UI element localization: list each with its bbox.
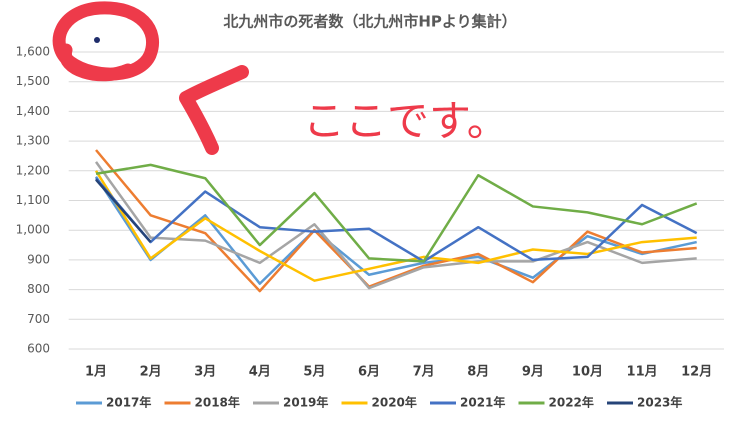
legend-label: 2018年 <box>195 395 240 410</box>
x-tick-label: 9月 <box>522 365 544 380</box>
y-tick-label: 1,500 <box>16 74 50 88</box>
y-tick-label: 700 <box>27 312 50 326</box>
chart-title: 北九州市の死者数（北九州市HPより集計） <box>223 13 516 31</box>
series-line <box>95 149 697 293</box>
arrow <box>179 65 249 155</box>
legend-label: 2019年 <box>283 395 328 410</box>
annotation-text: ここです。 <box>303 97 509 146</box>
circle-scribble <box>52 1 159 82</box>
legend-label: 2020年 <box>372 395 417 410</box>
y-tick-label: 1,100 <box>16 193 50 207</box>
x-tick-label: 7月 <box>413 365 435 380</box>
series-line <box>94 161 697 290</box>
y-tick-label: 1,000 <box>16 223 50 237</box>
x-tick-label: 10月 <box>572 365 603 380</box>
series-line <box>95 163 698 263</box>
x-tick-label: 3月 <box>194 365 216 380</box>
y-tick-label: 1,400 <box>16 104 50 118</box>
series-line <box>94 170 697 282</box>
series-line <box>95 177 698 263</box>
x-tick-label: 12月 <box>681 365 712 380</box>
dot <box>94 37 100 43</box>
x-tick-label: 4月 <box>249 365 271 380</box>
legend-label: 2017年 <box>106 395 151 410</box>
x-tick-label: 8月 <box>467 365 489 380</box>
x-tick-label: 5月 <box>303 365 325 380</box>
legend-label: 2023年 <box>637 395 682 410</box>
y-tick-label: 1,200 <box>16 163 50 177</box>
x-tick-label: 2月 <box>140 365 162 380</box>
series-line <box>95 178 152 243</box>
y-tick-label: 900 <box>27 252 50 266</box>
plot-area: 600 700 800 900 1,000 1,100 1,200 1,300 1,400 1,5… <box>16 45 724 410</box>
annotation: ここです。 <box>52 1 509 155</box>
y-tick-label: 600 <box>27 342 50 356</box>
y-tick-label: 1,600 <box>16 45 50 59</box>
legend-label: 2021年 <box>460 395 505 410</box>
x-tick-label: 6月 <box>358 365 380 380</box>
y-tick-label: 800 <box>27 282 50 296</box>
legend-label: 2022年 <box>549 395 594 410</box>
x-tick-label: 1月 <box>85 365 107 380</box>
x-tick-label: 11月 <box>627 365 658 380</box>
y-tick-label: 1,300 <box>16 134 50 148</box>
series-line <box>94 176 697 285</box>
